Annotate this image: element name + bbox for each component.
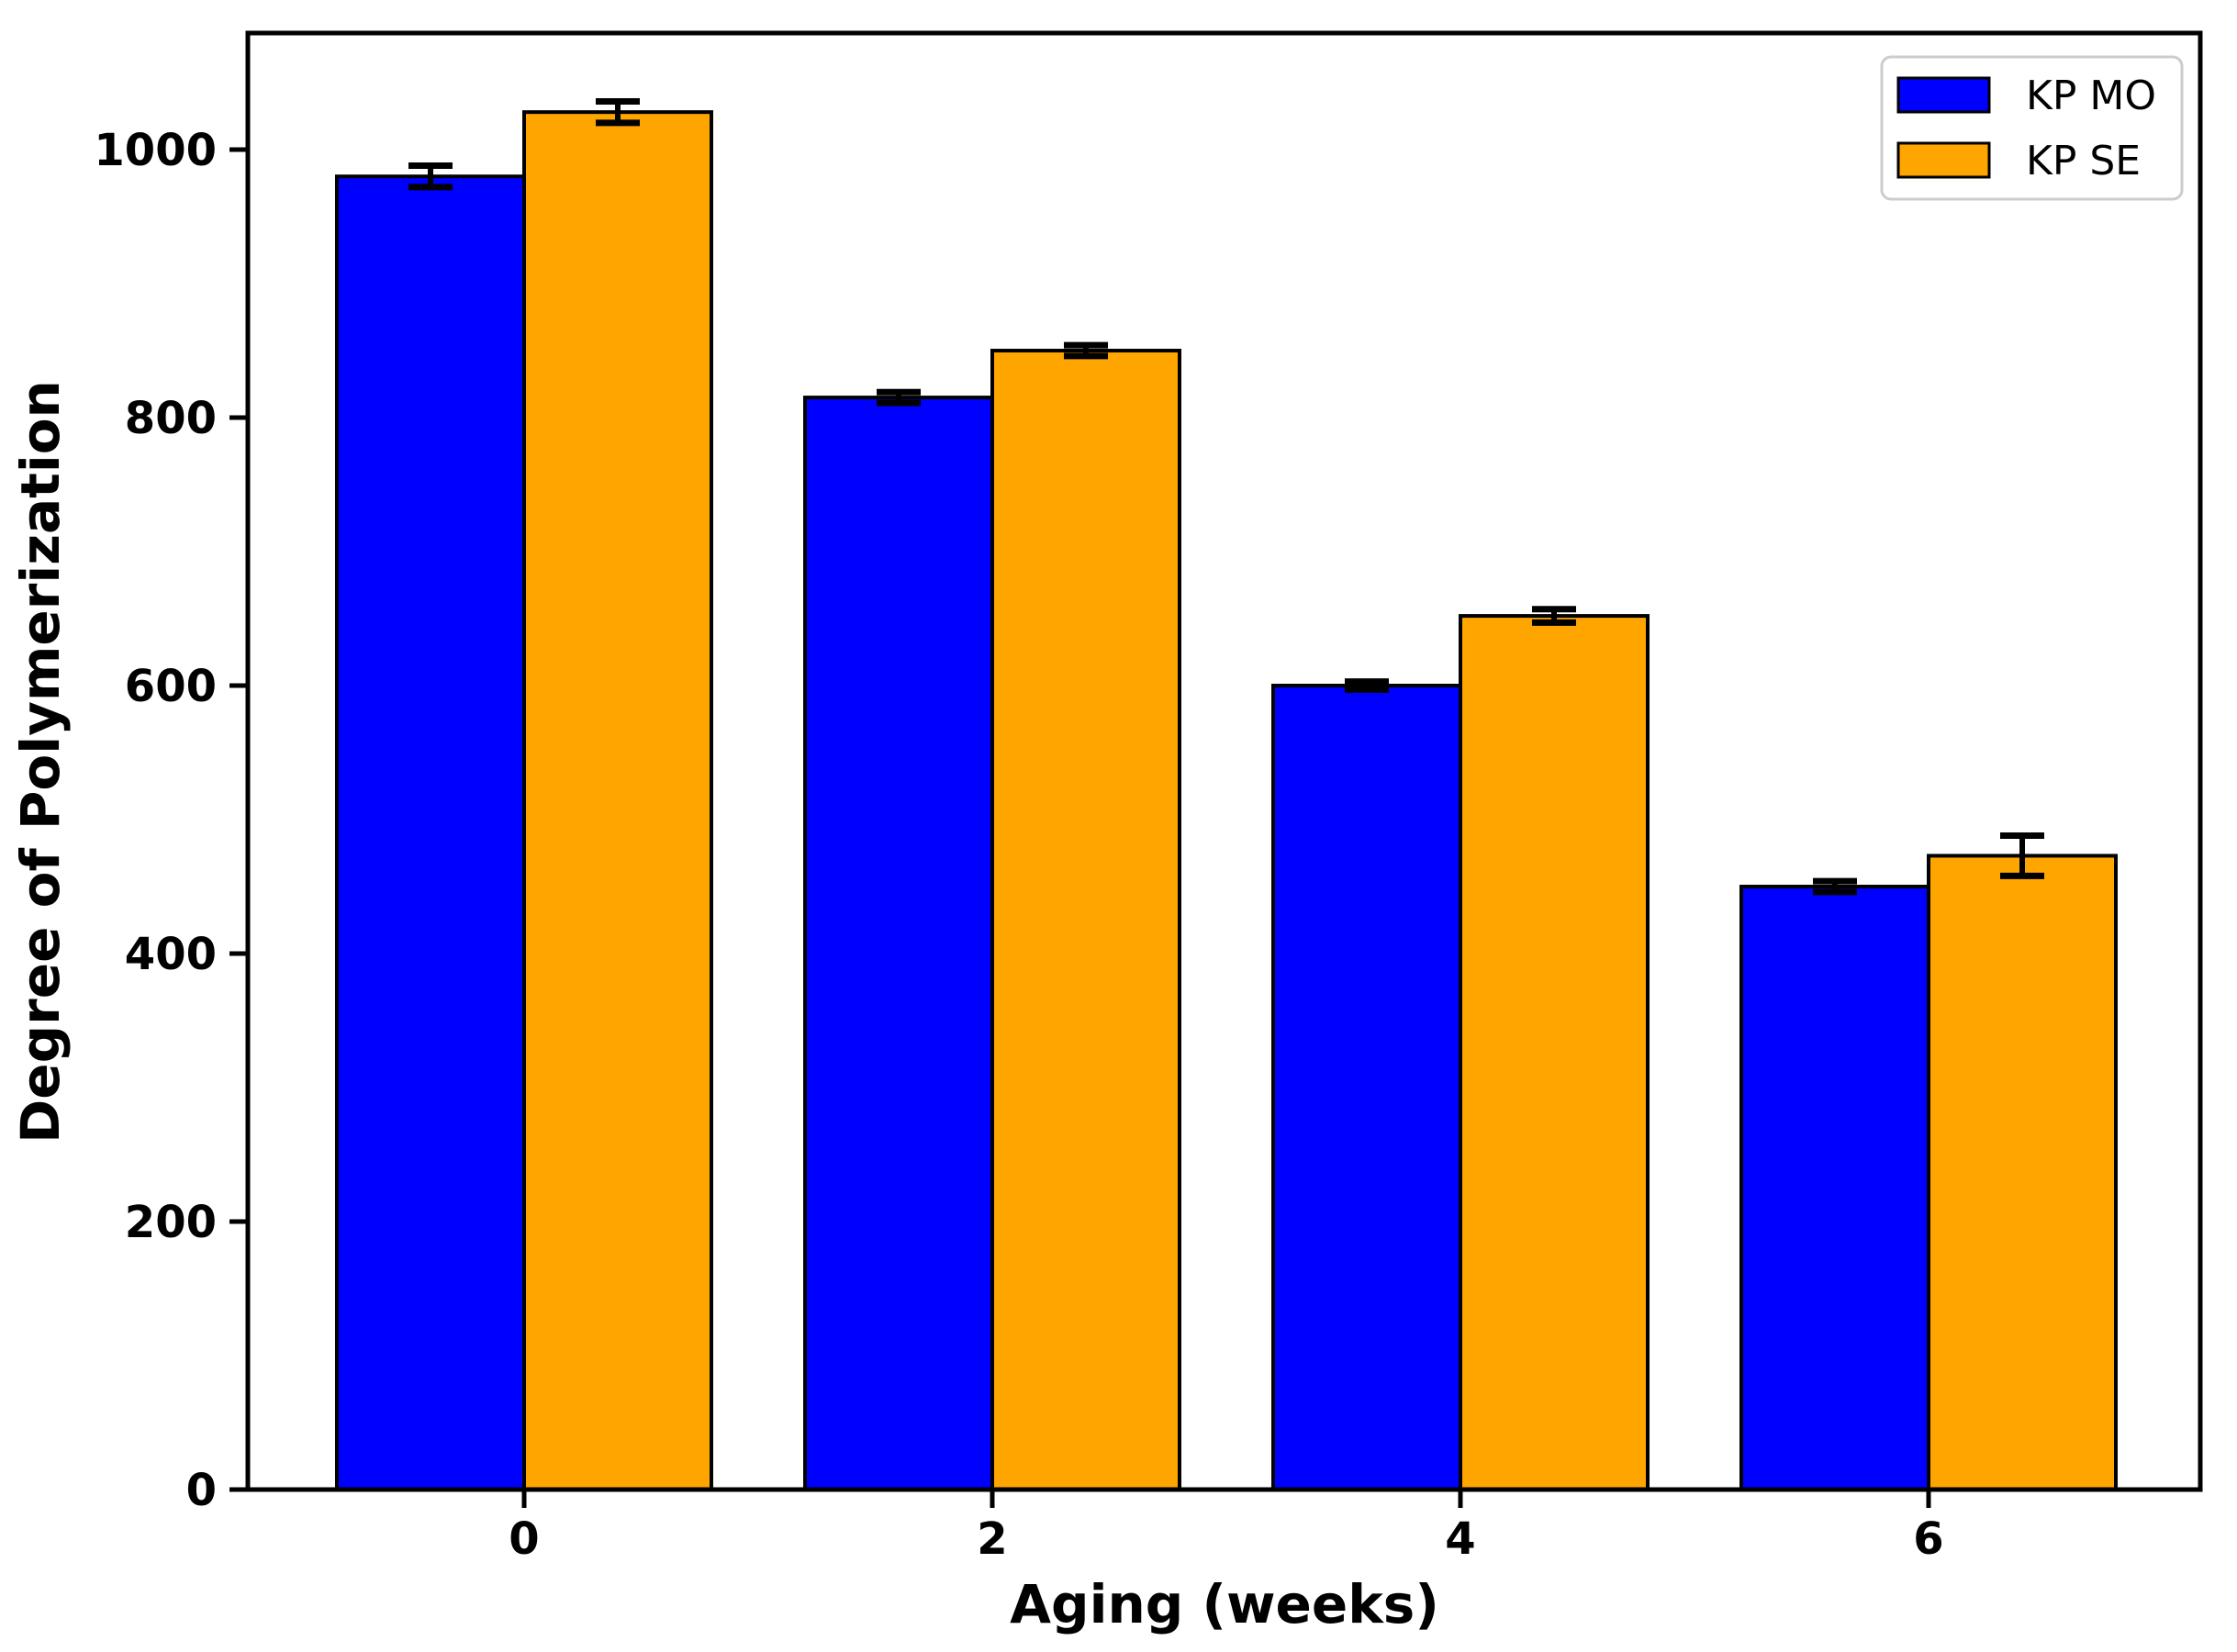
y-tick-label-200: 200	[125, 1197, 217, 1248]
legend-label-kp-mo: KP MO	[2026, 73, 2156, 119]
y-tick-label-600: 600	[125, 661, 217, 712]
x-tick-label-0: 0	[509, 1513, 539, 1565]
error-bar-kp-mo-week-0	[408, 162, 453, 191]
y-tick-label-1000: 1000	[94, 125, 217, 176]
error-bars-layer	[408, 97, 2044, 896]
y-axis-label: Degree of Polymerization	[9, 380, 72, 1144]
error-bar-kp-se-week-2	[1064, 341, 1108, 360]
y-tick-label-800: 800	[125, 393, 217, 444]
legend-swatch-kp-mo	[1896, 76, 1991, 114]
tick-labels-layer: 0 200 400 600 800 1000 0 2 4 6	[94, 125, 1943, 1565]
legend-label-kp-se: KP SE	[2026, 138, 2141, 184]
bar-kp-mo-week-4	[1271, 684, 1462, 1491]
legend: KP MO KP SE	[1880, 55, 2184, 201]
bars-layer	[335, 110, 2118, 1492]
error-bar-kp-se-week-0	[596, 97, 640, 127]
error-bar-kp-mo-week-2	[877, 388, 921, 407]
error-bar-kp-se-week-6	[2000, 832, 2044, 879]
x-tick-label-2: 2	[977, 1513, 1007, 1565]
bar-kp-mo-week-0	[335, 174, 526, 1492]
y-tick-label-0: 0	[186, 1465, 217, 1516]
bar-kp-mo-week-2	[803, 396, 994, 1491]
axes-layer	[229, 30, 2203, 1508]
bar-kp-se-week-4	[1459, 614, 1650, 1491]
error-bar-kp-mo-week-4	[1345, 678, 1389, 693]
x-axis-label: Aging (weeks)	[1010, 1573, 1439, 1635]
x-tick-label-4: 4	[1445, 1513, 1475, 1565]
bar-kp-se-week-6	[1927, 854, 2118, 1491]
bar-kp-se-week-2	[990, 349, 1181, 1491]
error-bar-kp-mo-week-6	[1813, 877, 1857, 896]
bar-kp-se-week-0	[522, 110, 713, 1491]
y-tick-label-400: 400	[125, 929, 217, 980]
legend-swatch-kp-se	[1896, 141, 1991, 179]
plot-border	[245, 30, 2203, 1492]
error-bar-kp-se-week-4	[1532, 606, 1576, 626]
x-tick-label-6: 6	[1913, 1513, 1943, 1565]
bar-kp-mo-week-6	[1739, 885, 1930, 1491]
